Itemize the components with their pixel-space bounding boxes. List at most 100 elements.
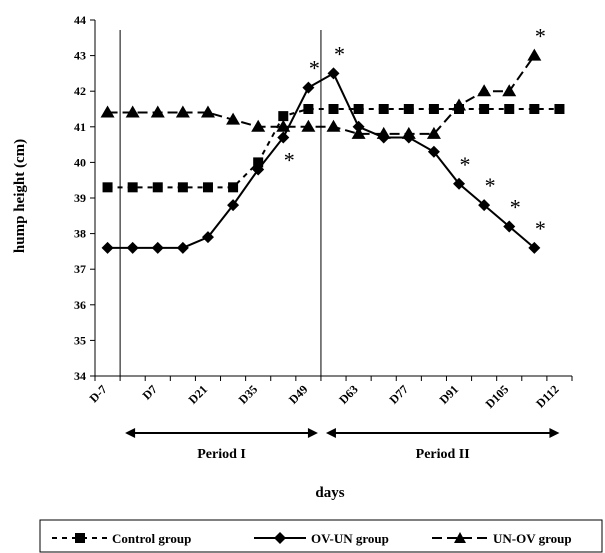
series-line-2 [107,55,536,135]
y-tick-label: 44 [74,13,86,27]
significance-star: * [485,173,496,198]
data-point-diamond [151,241,164,254]
data-point-triangle [175,105,190,118]
significance-star: * [309,56,320,81]
legend-marker-ovun [274,532,286,544]
x-tick-label: D49 [286,382,311,407]
significance-star: * [535,24,546,49]
data-point-triangle [401,126,416,139]
data-point-square [253,157,264,168]
data-point-diamond [201,231,214,244]
legend-marker-control [75,533,85,543]
x-tick-label: D7 [140,382,160,402]
data-point-diamond [352,120,365,133]
data-point-triangle [125,105,140,118]
data-point-diamond [503,220,516,233]
plot-area: 34 35 36 37 38 39 40 41 42 43 44 D-7 D7 D21 D35 D49 D63 D… [74,13,573,462]
data-point-square [152,182,163,193]
data-point-diamond [252,163,265,176]
y-tick-label: 39 [74,191,86,205]
data-point-square [554,104,565,114]
data-point-square [278,111,289,122]
data-point-triangle [426,126,441,139]
legend-label-unov: UN-OV group [493,531,572,546]
y-tick-label: 38 [74,227,86,241]
significance-star: * [460,152,471,177]
legend-label-control: Control group [112,531,191,546]
y-tick-label: 37 [74,262,86,276]
data-point-square [403,104,414,114]
legend-marker-unov [454,532,466,543]
legend: Control group OV-UN group UN-OV group [39,519,603,553]
data-point-diamond [528,241,541,254]
period-arrowhead-left [325,428,336,438]
data-point-square [328,104,339,114]
data-point-diamond [176,241,189,254]
data-point-diamond [427,145,440,158]
period-arrowhead-right [307,428,318,438]
period-arrowhead-left [125,428,136,438]
period-label: Period I [197,447,246,462]
data-point-square [504,104,515,114]
data-point-square [353,104,364,114]
legend-label-ovun: OV-UN group [311,531,389,546]
data-point-square [228,182,239,193]
data-point-triangle [100,105,115,118]
data-point-diamond [478,199,491,212]
legend-item-ovun: OV-UN group [254,531,389,546]
y-tick-label: 41 [74,120,86,134]
data-point-triangle [477,84,492,97]
x-tick-label: D105 [483,382,512,411]
y-axis-title: hump height (cm) [12,139,28,253]
data-point-diamond [126,241,139,254]
data-point-diamond [302,81,315,94]
data-point-square [177,182,188,193]
data-point-diamond [227,199,240,212]
x-tick-label: D91 [437,382,462,407]
data-point-diamond [101,241,114,254]
legend-item-unov: UN-OV group [432,531,572,546]
data-point-triangle [351,126,366,139]
period-arrowhead-right [549,428,560,438]
y-tick-label: 36 [74,298,86,312]
data-point-triangle [376,126,391,139]
x-axis-title: days [315,485,344,501]
y-tick-label: 40 [74,155,86,169]
data-point-triangle [226,112,241,125]
x-tick-label: D21 [186,382,211,407]
y-tick-label: 43 [74,49,86,63]
data-point-square [529,104,540,114]
x-tick-label: D35 [236,382,261,407]
significance-star: * [535,216,546,241]
y-tick-label: 35 [74,333,86,347]
data-point-diamond [277,131,290,144]
data-point-triangle [326,119,341,132]
data-point-square [202,182,213,193]
data-point-triangle [452,98,467,111]
significance-star: * [510,194,521,219]
data-point-triangle [502,84,517,97]
x-tick-label: D77 [386,382,411,407]
x-tick-label: D-7 [87,382,110,405]
data-point-triangle [527,48,542,61]
legend-item-control: Control group [52,531,191,546]
data-point-triangle [251,119,266,132]
y-tick-label: 42 [74,84,86,98]
significance-star: * [334,41,345,66]
data-point-square [428,104,439,114]
data-point-diamond [327,67,340,80]
data-point-triangle [301,119,316,132]
period-label: Period II [416,447,470,462]
data-point-square [378,104,389,114]
x-tick-label: D63 [336,382,361,407]
y-tick-label: 34 [74,369,86,383]
data-point-square [303,104,314,114]
data-point-triangle [200,105,215,118]
x-tick-label: D112 [533,382,561,410]
significance-star: * [284,147,295,172]
legend-box [39,519,603,553]
data-point-square [479,104,490,114]
data-point-diamond [453,177,466,190]
data-point-triangle [150,105,165,118]
